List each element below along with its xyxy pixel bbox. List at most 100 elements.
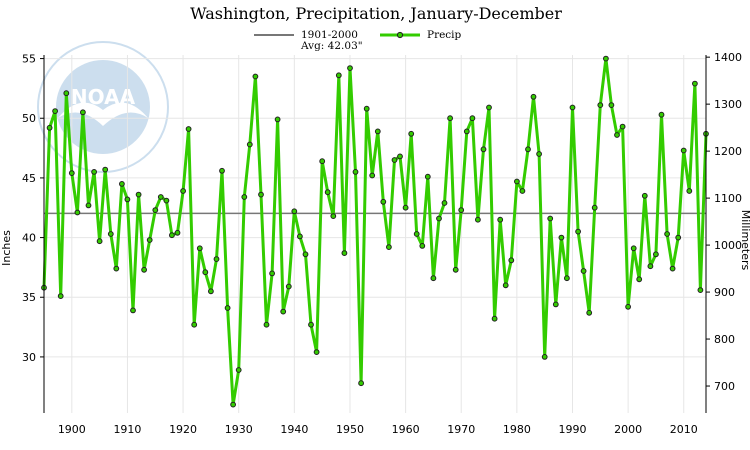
precip-point	[163, 197, 170, 204]
precip-point	[96, 238, 103, 245]
y-tick-label: 50	[22, 112, 36, 125]
precip-point	[363, 105, 370, 112]
precip-point	[224, 305, 231, 311]
precip-point	[252, 73, 259, 80]
precip-point	[68, 170, 75, 177]
precip-point	[419, 243, 426, 249]
precip-point	[447, 115, 454, 122]
y2-tick-label: 700	[714, 380, 735, 393]
precip-point	[91, 169, 97, 175]
precip-point	[502, 282, 509, 289]
precip-point	[291, 208, 298, 215]
y-axis-label: Inches	[0, 230, 13, 266]
series-layer	[41, 55, 709, 408]
precip-point	[369, 172, 376, 179]
precip-point	[625, 303, 631, 310]
precip-point	[641, 192, 648, 199]
chart-title: Washington, Precipitation, January-Decem…	[190, 4, 562, 23]
precip-point	[219, 167, 225, 174]
precip-point	[280, 308, 287, 315]
precip-point	[697, 287, 704, 294]
precip-point	[436, 215, 442, 222]
precip-point	[352, 169, 359, 175]
noaa-logo-disc	[56, 60, 150, 154]
precip-point	[608, 102, 615, 108]
precip-point	[308, 321, 314, 328]
y-tick-label: 35	[22, 291, 36, 304]
precip-point	[603, 55, 609, 62]
precip-point	[591, 204, 598, 211]
precip-point	[152, 207, 159, 214]
precip-point	[575, 228, 581, 235]
precip-point	[430, 275, 437, 282]
precip-point	[130, 307, 136, 314]
precip-point	[358, 380, 365, 387]
precip-point	[63, 90, 70, 97]
precip-point	[330, 213, 337, 220]
precip-point	[680, 147, 687, 154]
precip-point	[85, 202, 92, 209]
precip-point	[230, 401, 237, 408]
precip-point	[530, 93, 537, 100]
precip-point	[452, 266, 459, 273]
x-tick-label: 2010	[670, 423, 698, 436]
precip-point	[380, 198, 387, 205]
precip-point	[191, 321, 198, 328]
precip-point	[146, 237, 153, 243]
precip-point	[102, 166, 109, 173]
precip-point	[302, 251, 309, 258]
precip-point	[341, 250, 348, 257]
precip-point	[141, 266, 148, 273]
x-tick-label: 1990	[558, 423, 586, 436]
precip-point	[486, 104, 492, 111]
precip-point	[469, 115, 476, 122]
y2-tick-label: 800	[714, 333, 735, 346]
x-tick-label: 1920	[169, 423, 197, 436]
y-tick-label: 45	[22, 172, 36, 185]
precip-point	[113, 265, 120, 272]
x-tick-label: 1950	[336, 423, 364, 436]
axes: 1900 1910 1920 1930 1940 1950 1960 1970 1980 1990…	[22, 51, 742, 436]
precip-point	[630, 245, 637, 252]
x-tick-label: 1980	[503, 423, 531, 436]
precip-point	[157, 194, 164, 200]
precip-point	[313, 349, 320, 356]
precip-point	[46, 124, 53, 131]
precip-point	[319, 158, 326, 165]
precip-point	[391, 157, 398, 163]
precip-point	[653, 251, 659, 258]
precip-point	[547, 215, 554, 222]
precip-point	[686, 188, 693, 194]
precip-line	[42, 57, 708, 407]
precip-point	[525, 146, 531, 153]
precip-point	[558, 234, 565, 241]
y-tick-label: 55	[22, 53, 36, 66]
precip-point	[402, 204, 409, 211]
precip-point	[374, 128, 381, 135]
precip-point	[647, 263, 654, 270]
precip-point	[52, 108, 58, 114]
precip-point	[669, 265, 676, 272]
precip-point	[664, 231, 670, 237]
precip-point	[658, 111, 665, 118]
x-tick-label: 1930	[225, 423, 253, 436]
precip-point	[124, 196, 131, 203]
x-tick-label: 1960	[392, 423, 420, 436]
y2-tick-label: 1000	[714, 239, 742, 252]
precip-point	[246, 141, 253, 148]
precip-point	[169, 232, 175, 239]
precip-point	[397, 153, 403, 160]
precip-point	[480, 146, 487, 153]
precip-point	[514, 178, 520, 185]
precip-point	[180, 188, 187, 194]
noaa-logo-gull	[58, 102, 148, 126]
precip-point	[208, 288, 214, 295]
precip-point	[274, 116, 281, 123]
x-tick-label: 1940	[280, 423, 308, 436]
y2-tick-label: 1300	[714, 98, 742, 111]
x-tick-label: 1900	[58, 423, 86, 436]
precip-point	[258, 191, 264, 198]
legend-precip-label: Precip	[427, 29, 462, 41]
x-tick-label: 2000	[614, 423, 642, 436]
